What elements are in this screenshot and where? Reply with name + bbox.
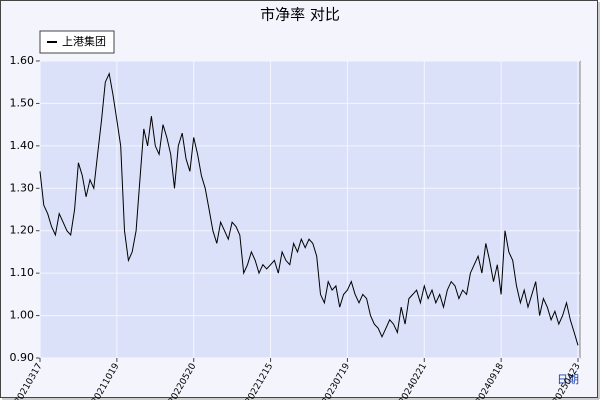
chart-title: 市净率 对比 [260,6,340,24]
y-tick-label: 1.30 [10,181,35,194]
x-axis-label: 日期 [557,373,579,386]
y-tick-label: 1.00 [10,309,35,322]
y-tick-label: 1.50 [10,96,35,109]
legend-box [39,30,115,54]
y-tick-label: 1.60 [10,54,35,67]
series-line [39,72,579,346]
y-tick-label: 1.20 [10,224,35,237]
y-tick-label: 1.10 [10,266,35,279]
y-tick-label: 1.40 [10,139,35,152]
legend-label: 上港集团 [62,34,106,48]
plot-area [39,60,581,359]
y-tick-label: 0.90 [10,351,35,364]
